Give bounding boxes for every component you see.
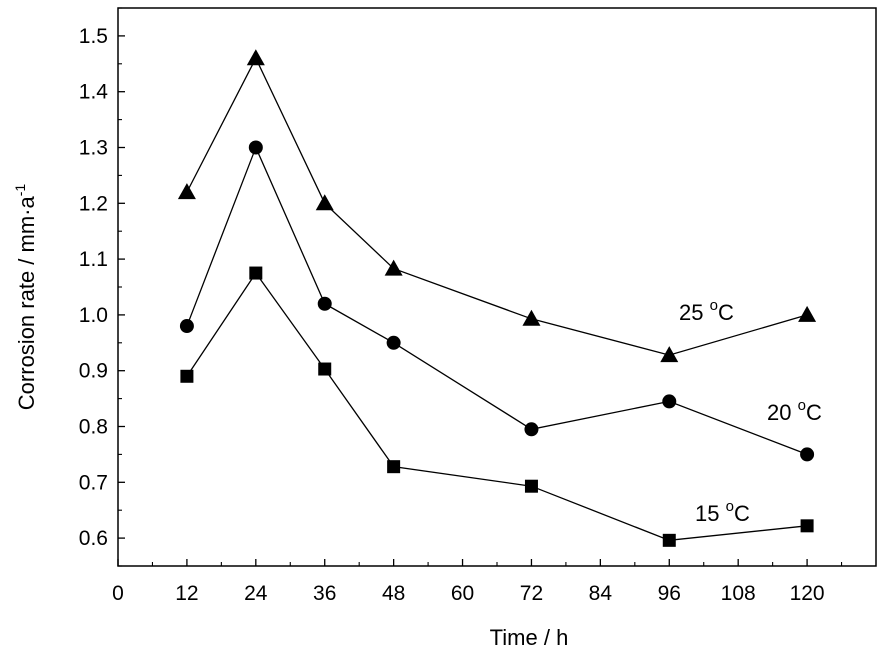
series-label-degree: o <box>726 498 734 515</box>
y-tick-label: 1.1 <box>79 248 108 271</box>
x-tick-label: 60 <box>451 582 474 605</box>
data-point-triangle <box>798 305 817 322</box>
x-tick-label: 96 <box>658 582 681 605</box>
data-point-circle <box>800 447 815 462</box>
data-point-circle <box>317 296 332 311</box>
data-point-square <box>800 519 814 533</box>
series-label-text: 20 <box>767 400 798 425</box>
x-tick-label: 48 <box>382 582 405 605</box>
data-point-triangle <box>315 194 334 211</box>
data-point-triangle <box>177 183 196 200</box>
y-axis-ticks: 0.6 0.7 0.8 0.9 1.0 1.1 1.2 1.3 1.4 1.5 <box>79 7 125 567</box>
y-tick-label: 1.3 <box>79 137 108 160</box>
series-label-unit: C <box>734 501 750 526</box>
series-label-text: 15 <box>695 501 726 526</box>
series-label-square: 15 oC <box>695 498 750 526</box>
data-point-square <box>524 479 538 493</box>
plot-border <box>117 7 877 567</box>
data-point-triangle <box>660 346 679 363</box>
data-point-triangle <box>246 49 265 66</box>
x-axis-ticks: 0 12 24 36 48 60 72 84 96 108 120 <box>112 559 843 605</box>
y-axis-title-superscript: -1 <box>12 184 28 197</box>
series-markers <box>177 49 817 547</box>
x-tick-label: 108 <box>721 582 756 605</box>
plot-frame <box>117 7 877 567</box>
y-tick-label: 0.6 <box>79 527 108 550</box>
data-point-circle <box>662 394 677 409</box>
data-point-square <box>249 266 263 280</box>
y-tick-label: 0.8 <box>79 416 108 439</box>
y-axis-title: Corrosion rate / mm·a-1 <box>12 184 39 411</box>
data-point-square <box>387 460 401 474</box>
x-tick-label: 84 <box>589 582 613 605</box>
series-label-text: 25 <box>679 300 710 325</box>
y-axis-title-text: Corrosion rate / mm·a <box>14 195 39 410</box>
data-point-square <box>318 362 332 376</box>
data-point-circle <box>248 140 263 155</box>
y-tick-label: 1.2 <box>79 192 108 215</box>
data-point-triangle <box>522 309 541 326</box>
data-point-square <box>180 369 194 383</box>
data-point-circle <box>386 335 401 350</box>
y-tick-label: 1.0 <box>79 304 108 327</box>
x-tick-label: 36 <box>313 582 336 605</box>
data-point-triangle <box>384 259 403 276</box>
series-label-degree: o <box>710 297 718 314</box>
x-tick-label: 72 <box>520 582 543 605</box>
series-label-unit: C <box>718 300 734 325</box>
series-label-degree: o <box>798 397 806 414</box>
y-tick-label: 0.7 <box>79 471 108 494</box>
series-label-triangle: 25 oC <box>679 297 734 325</box>
y-tick-label: 1.5 <box>79 25 108 48</box>
x-axis-title: Time / h <box>490 625 569 650</box>
x-tick-label: 24 <box>244 582 268 605</box>
series-label-circle: 20 oC <box>767 397 822 425</box>
x-tick-label: 12 <box>175 582 198 605</box>
data-point-square <box>662 533 676 547</box>
data-point-circle <box>179 319 194 334</box>
x-tick-label: 120 <box>790 582 825 605</box>
x-tick-label: 0 <box>112 582 124 605</box>
series-label-unit: C <box>806 400 822 425</box>
data-point-circle <box>524 422 539 437</box>
y-tick-label: 0.9 <box>79 360 108 383</box>
y-tick-label: 1.4 <box>79 81 109 104</box>
